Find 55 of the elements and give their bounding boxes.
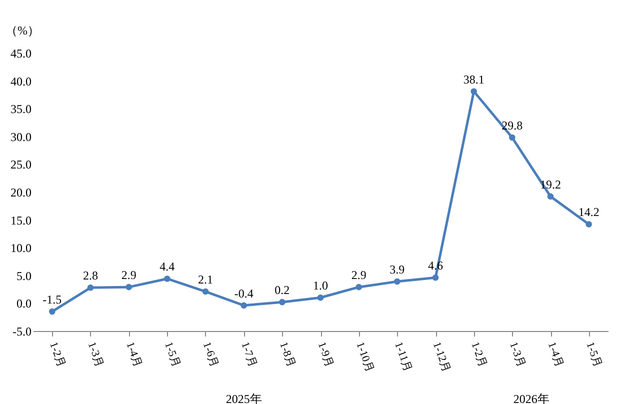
y-tick-label: 35.0 [10, 102, 32, 116]
point [509, 134, 516, 141]
x-tick-label: 1-12月 [430, 340, 452, 374]
text: 1.0 [313, 278, 328, 293]
text: 2.9 [351, 268, 366, 282]
text: 2.9 [121, 268, 136, 282]
text: 0.2 [274, 283, 290, 298]
y-tick-label: 25.0 [10, 158, 32, 172]
point [279, 298, 286, 306]
x-tick-label: 1-9月 [315, 340, 336, 369]
text: 2.1 [198, 272, 213, 287]
x-tick-label: 1-3月 [85, 340, 106, 369]
x-tick-label: 1-5月 [584, 340, 604, 369]
point [240, 302, 247, 309]
y-tick-label: 20.0 [10, 186, 32, 200]
x-tick-label: 1-7月 [238, 340, 259, 369]
point [394, 278, 400, 285]
text: -1.5 [42, 292, 62, 307]
y-tick-label: 30.0 [10, 130, 32, 144]
point [317, 294, 324, 301]
y-tick-label: 10.0 [10, 241, 32, 256]
y-tick-label: 45.0 [10, 46, 32, 60]
y-tick-label: 5.0 [16, 268, 32, 283]
y-axis-title: （%） [6, 24, 40, 38]
x-tick-label: 1-4月 [545, 340, 566, 369]
y-tick-label: 15.0 [10, 213, 32, 228]
point [49, 308, 56, 315]
text: -0.4 [234, 286, 254, 300]
text: 14.2 [578, 205, 600, 220]
text: 3.9 [390, 262, 405, 277]
point [470, 88, 477, 95]
x-tick-label: 1-5月 [162, 340, 182, 369]
x-tick-label: 1-2月 [47, 340, 68, 369]
x-tick-label: 1-3月 [507, 340, 528, 369]
y-tick-label: 0.0 [16, 296, 32, 311]
text: 2.8 [83, 268, 98, 283]
point [202, 288, 209, 295]
text: 38.1 [463, 72, 484, 86]
point [586, 221, 592, 228]
text: 29.8 [502, 118, 523, 133]
x-tick-label: 1-11月 [392, 340, 414, 374]
y-tick-label: -5.0 [12, 324, 32, 338]
point [87, 284, 94, 291]
x-tick-label: 1-6月 [200, 340, 220, 369]
y-tick-label: 40.0 [10, 74, 32, 88]
text: 4.4 [160, 260, 175, 274]
point [164, 276, 170, 282]
point [126, 284, 132, 290]
x-tick-label: 1-4月 [124, 340, 144, 369]
point [547, 193, 554, 200]
point [356, 284, 362, 290]
x-tick-label: 1-8月 [277, 340, 298, 369]
x-tick-label: 1-10月 [354, 340, 376, 374]
point [432, 274, 439, 281]
x-tick-label: 1-2月 [468, 340, 489, 369]
